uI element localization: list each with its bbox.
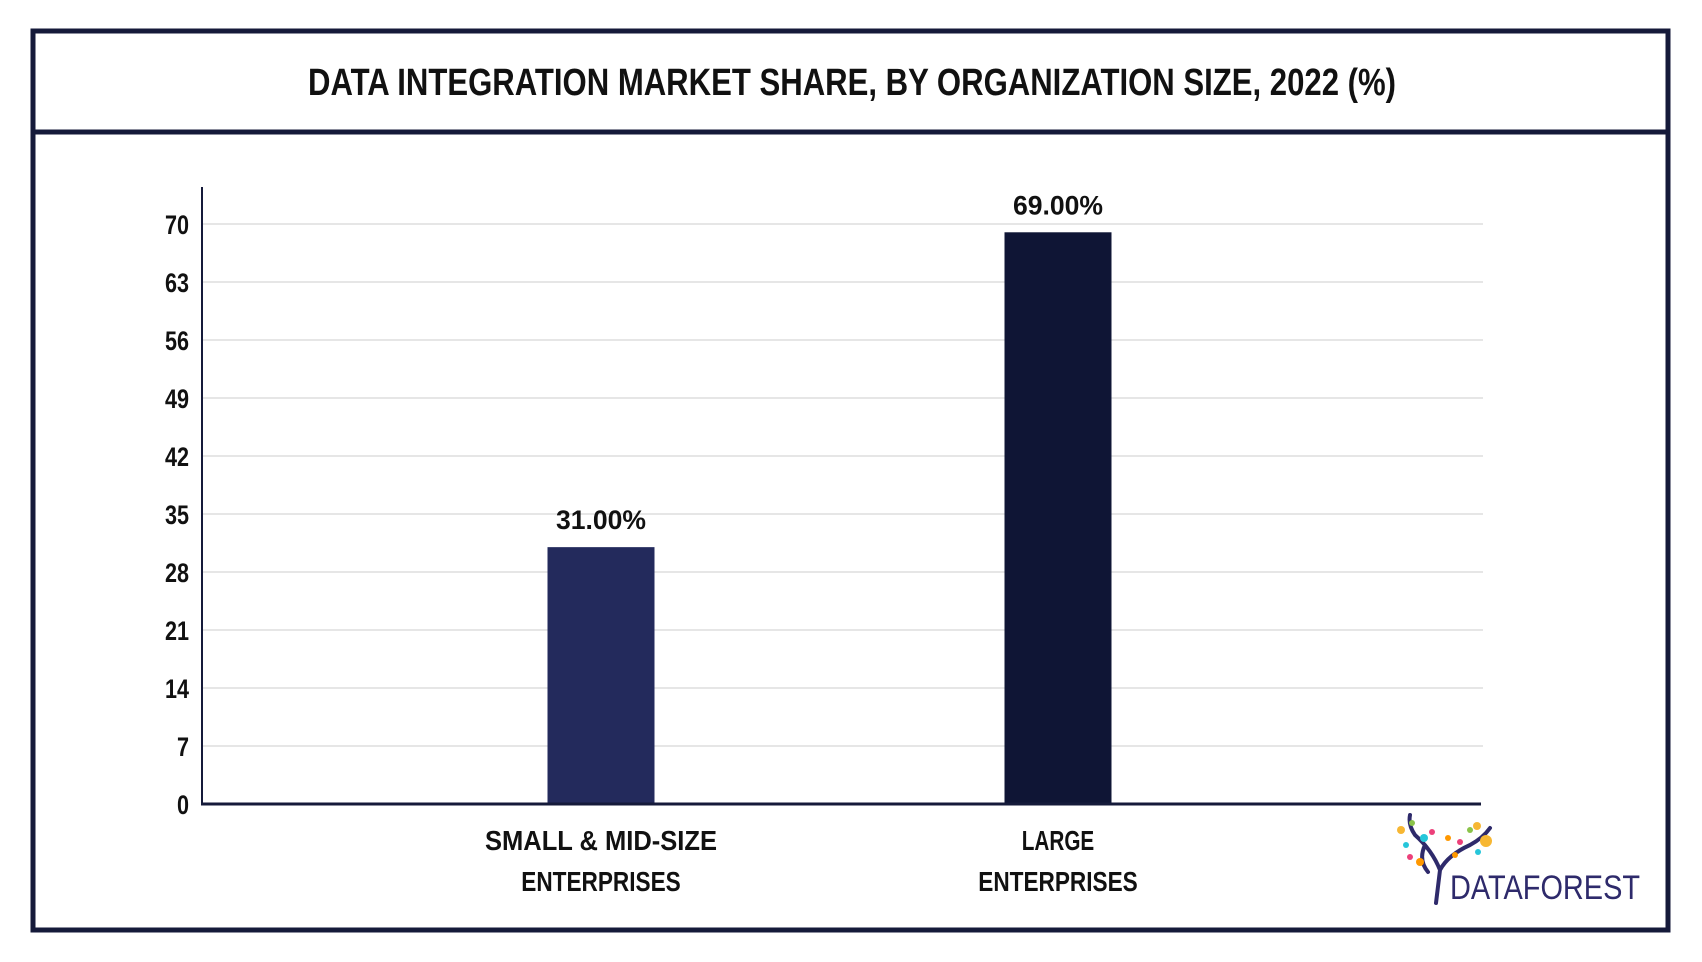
y-tick-label: 42 [165, 443, 189, 473]
y-tick-labels: 0 7 14 21 28 35 42 49 56 63 70 [165, 211, 189, 821]
category-label: SMALL & MID-SIZE [485, 825, 717, 856]
category-label: ENTERPRISES [521, 866, 681, 897]
category-label: LARGE [1022, 825, 1095, 856]
data-label: 31.00% [556, 505, 646, 535]
bar [547, 547, 655, 804]
y-tick-label: 21 [165, 617, 189, 647]
tree-icon [1397, 813, 1492, 905]
dataforest-logo: DATAFOREST [1397, 813, 1640, 907]
bars [547, 232, 1112, 805]
outer-frame [30, 28, 1671, 933]
y-tick-label: 14 [165, 675, 189, 705]
bar [1004, 232, 1112, 805]
y-tick-label: 70 [165, 211, 189, 241]
y-tick-label: 63 [165, 269, 189, 299]
y-tick-label: 49 [165, 385, 189, 415]
y-tick-label: 28 [165, 559, 189, 589]
y-tick-label: 35 [165, 501, 189, 531]
chart-title: DATA INTEGRATION MARKET SHARE, BY ORGANI… [308, 62, 1396, 104]
logo-text: DATAFOREST [1450, 869, 1640, 907]
category-labels: SMALL & MID-SIZE ENTERPRISES LARGE ENTERPRI… [485, 825, 1138, 897]
y-tick-label: 7 [177, 733, 189, 763]
data-labels: 31.00% 69.00% [556, 190, 1103, 535]
category-label: ENTERPRISES [978, 866, 1138, 897]
y-tick-label: 0 [177, 791, 189, 821]
data-label: 69.00% [1013, 190, 1103, 220]
gridlines [202, 223, 1483, 747]
y-tick-label: 56 [165, 327, 189, 357]
